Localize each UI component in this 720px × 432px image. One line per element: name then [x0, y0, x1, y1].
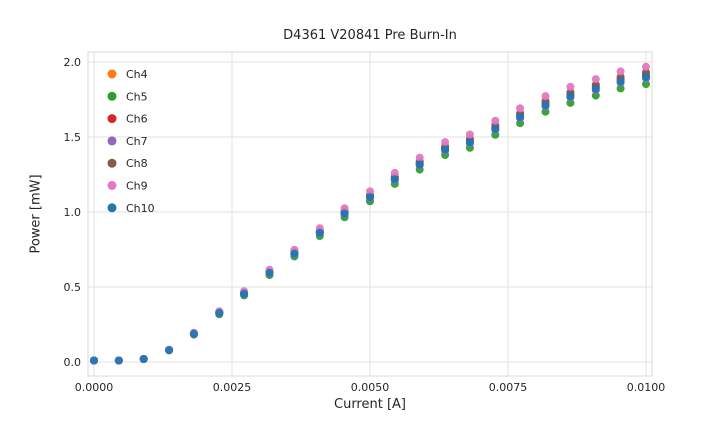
data-point-ch9 — [441, 138, 450, 147]
data-point-ch10 — [265, 268, 274, 277]
data-point-ch10 — [165, 346, 174, 355]
legend-label-ch6: Ch6 — [126, 113, 148, 126]
x-tick-label: 0.0025 — [213, 381, 252, 394]
x-tick-label: 0.0075 — [489, 381, 528, 394]
data-point-ch10 — [290, 249, 299, 258]
legend-label-ch7: Ch7 — [126, 135, 148, 148]
y-tick-label: 1.0 — [64, 206, 82, 219]
legend-label-ch9: Ch9 — [126, 180, 148, 193]
y-tick-label: 0.5 — [64, 281, 82, 294]
data-point-ch10 — [541, 101, 550, 110]
y-axis-label: Power [mW] — [28, 174, 44, 254]
data-point-ch10 — [366, 193, 374, 202]
data-point-ch10 — [591, 84, 600, 93]
data-point-ch9 — [491, 116, 500, 125]
data-point-ch10 — [566, 92, 575, 101]
legend-marker-ch10 — [107, 203, 117, 213]
data-point-ch10 — [315, 228, 324, 237]
data-point-ch9 — [642, 62, 650, 71]
data-point-ch10 — [465, 138, 474, 147]
data-point-ch10 — [139, 355, 148, 363]
legend-marker-ch8 — [107, 158, 117, 168]
legend-label-ch10: Ch10 — [126, 202, 155, 215]
y-tick-label: 2.0 — [64, 56, 82, 69]
x-tick-label: 0.0000 — [75, 381, 114, 394]
data-point-ch5 — [642, 80, 650, 89]
data-point-ch10 — [240, 289, 249, 298]
data-point-ch9 — [415, 153, 424, 162]
y-tick-label: 1.5 — [64, 131, 82, 144]
legend-marker-ch5 — [107, 91, 117, 101]
data-point-ch9 — [516, 104, 525, 113]
data-point-ch10 — [642, 72, 650, 81]
x-axis-label: Current [A] — [334, 397, 406, 412]
data-point-ch9 — [465, 130, 474, 139]
legend-label-ch4: Ch4 — [126, 68, 148, 81]
data-point-ch10 — [516, 112, 525, 121]
data-point-ch9 — [566, 82, 575, 91]
legend-marker-ch7 — [107, 136, 117, 146]
data-point-ch10 — [441, 145, 450, 154]
legend-label-ch8: Ch8 — [126, 157, 148, 170]
data-point-ch9 — [616, 67, 625, 76]
y-tick-label: 0.0 — [64, 356, 82, 369]
legend-marker-ch6 — [107, 114, 117, 124]
data-point-ch5 — [616, 84, 625, 93]
data-point-ch10 — [390, 175, 399, 184]
data-point-ch9 — [541, 92, 550, 101]
data-point-ch10 — [90, 356, 98, 365]
x-tick-label: 0.0050 — [351, 381, 390, 394]
data-point-ch10 — [491, 124, 500, 133]
legend-marker-ch4 — [107, 69, 117, 79]
x-tick-label: 0.0100 — [627, 381, 666, 394]
data-point-ch10 — [189, 329, 198, 338]
chart-title: D4361 V20841 Pre Burn-In — [283, 28, 457, 43]
data-point-ch10 — [616, 77, 625, 86]
legend-label-ch5: Ch5 — [126, 90, 148, 103]
data-point-ch9 — [390, 168, 399, 177]
data-point-ch10 — [114, 356, 123, 365]
data-point-ch10 — [415, 160, 424, 169]
data-point-ch9 — [366, 187, 374, 196]
data-point-ch10 — [215, 308, 224, 317]
data-point-ch9 — [591, 75, 600, 84]
data-point-ch10 — [340, 209, 349, 218]
legend-marker-ch9 — [107, 181, 117, 190]
